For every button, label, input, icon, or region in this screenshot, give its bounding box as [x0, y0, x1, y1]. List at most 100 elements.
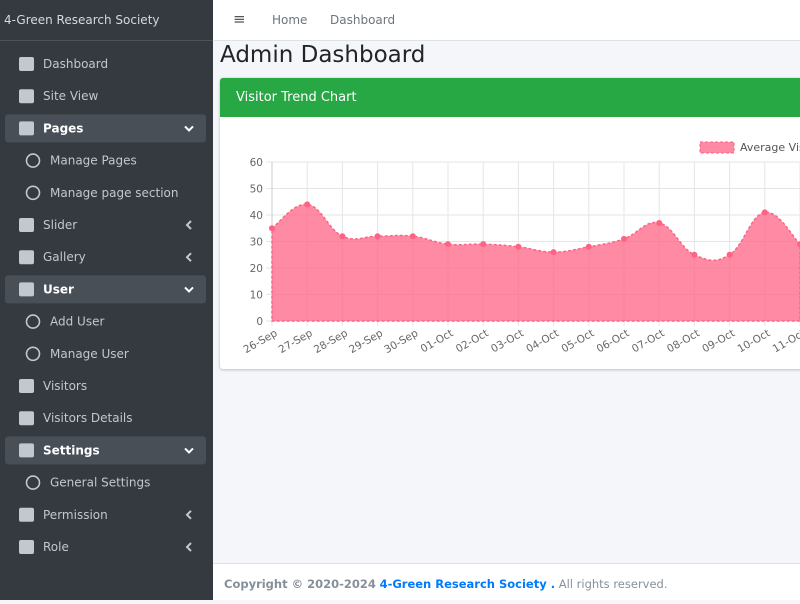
nav-item[interactable]: Gallery	[43, 250, 86, 264]
nav-icon	[25, 153, 41, 168]
x-tick-label: 28-Sep	[312, 327, 350, 356]
nav-icon	[25, 185, 41, 201]
nav-item[interactable]: Slider	[43, 218, 77, 232]
nav-item[interactable]: Pages	[43, 121, 83, 135]
point	[515, 243, 522, 250]
x-tick-label: 04-Oct	[524, 327, 561, 355]
nav-item[interactable]: User	[43, 282, 74, 296]
nav-active	[5, 114, 206, 143]
chevron	[185, 220, 192, 230]
nav-item[interactable]: Add User	[50, 315, 104, 329]
y-tick-label: 10	[250, 290, 263, 302]
x-tick-label: 30-Sep	[382, 327, 420, 356]
point	[480, 241, 487, 248]
x-tick-label: 11-Oct	[771, 327, 800, 355]
brand[interactable]: 4-Green Research Society	[0, 0, 213, 41]
nav-icon	[19, 89, 34, 104]
nav-icon	[19, 379, 34, 393]
legend-swatch	[699, 141, 735, 154]
x-tick-label: 27-Sep	[277, 327, 315, 356]
point	[269, 225, 275, 232]
chevron	[184, 125, 194, 132]
x-tick-label: 09-Oct	[700, 327, 737, 355]
menu-toggle[interactable]: ≡	[233, 10, 246, 28]
nav-item[interactable]: Visitors Details	[43, 411, 133, 425]
copyright: Copyright © 2020-2024	[224, 577, 376, 591]
x-tick-label: 29-Sep	[347, 327, 385, 356]
nav-item[interactable]: Role	[43, 540, 69, 554]
x-tick-label: 07-Oct	[630, 327, 667, 355]
nav-icon	[19, 282, 34, 297]
point	[761, 209, 768, 216]
x-tick-label: 02-Oct	[454, 327, 491, 355]
x-tick-label: 08-Oct	[665, 327, 702, 355]
nav-active	[5, 275, 206, 304]
top-link[interactable]: Dashboard	[330, 13, 396, 27]
y-tick-label: 50	[250, 184, 263, 196]
nav-item[interactable]: Dashboard	[43, 57, 108, 71]
nav-item[interactable]: Visitors	[43, 379, 87, 393]
y-tick-label: 0	[256, 316, 263, 328]
chevron	[185, 510, 192, 520]
nav-icon	[19, 443, 34, 458]
chart: 0 10 20 30 40 50 60 26-Sep27-Sep28-Sep29-Sep30-…	[241, 141, 800, 356]
chevron	[185, 252, 192, 262]
point	[691, 251, 698, 258]
nav-icon	[25, 346, 41, 362]
point	[656, 219, 663, 226]
nav: Dashboard Site View Pages Manage Pages Manag…	[5, 57, 206, 554]
nav-item[interactable]: Manage User	[50, 347, 129, 361]
point	[339, 233, 346, 240]
point	[409, 233, 416, 240]
nav-icon	[19, 121, 34, 136]
top-link[interactable]: Home	[272, 13, 308, 27]
card-title: Visitor Trend Chart	[220, 78, 800, 117]
nav-icon	[25, 475, 41, 490]
footer: Copyright © 2020-2024 4-Green Research S…	[213, 563, 800, 600]
footer-link[interactable]: 4-Green Research Society .	[379, 577, 556, 591]
x-tick-label: 10-Oct	[735, 327, 772, 355]
area	[271, 203, 800, 322]
nav-icon	[19, 540, 34, 554]
nav-icon	[19, 507, 34, 522]
point	[550, 249, 557, 256]
x-tick-label: 01-Oct	[419, 327, 456, 355]
x-tick-label: 26-Sep	[241, 327, 279, 356]
point	[445, 241, 451, 248]
nav-item[interactable]: Permission	[43, 508, 108, 522]
x-tick-label: 06-Oct	[595, 327, 632, 355]
x-tick-label: 03-Oct	[489, 327, 526, 355]
nav-icon	[19, 250, 34, 265]
chevron	[184, 286, 194, 293]
point	[585, 243, 592, 250]
nav-active	[5, 436, 206, 465]
chevron	[184, 447, 194, 454]
y-tick-label: 20	[250, 263, 263, 275]
nav-icon	[19, 57, 34, 71]
nav-item[interactable]: Site View	[43, 89, 99, 103]
y-tick-label: 40	[250, 210, 263, 222]
point	[304, 201, 311, 208]
x-tick-label: 05-Oct	[559, 327, 596, 355]
point	[621, 235, 627, 242]
chart-card: Visitor Trend Chart 0 10 20 30 40 50 60 26-Sep 2…	[220, 78, 800, 369]
main: ≡ Home Dashboard Admin Dashboard Visitor…	[213, 0, 800, 600]
chevron	[185, 542, 192, 552]
rights: All rights reserved.	[558, 577, 668, 591]
page-title: Admin Dashboard	[220, 42, 426, 68]
nav-icon	[19, 411, 34, 426]
nav-item[interactable]: General Settings	[50, 476, 150, 490]
point	[374, 233, 381, 240]
point	[797, 241, 800, 248]
legend-label: Average Visitors	[740, 141, 800, 154]
sidebar: 4-Green Research Society Dashboard Site V…	[0, 0, 213, 600]
nav-item[interactable]: Settings	[43, 443, 100, 457]
topbar: ≡ Home Dashboard	[213, 0, 800, 41]
y-tick-label: 30	[250, 237, 263, 249]
nav-item[interactable]: Manage page section	[50, 186, 178, 200]
nav-item[interactable]: Manage Pages	[50, 154, 137, 168]
nav-icon	[19, 218, 34, 232]
y-tick-label: 60	[250, 157, 263, 169]
point	[726, 251, 733, 258]
